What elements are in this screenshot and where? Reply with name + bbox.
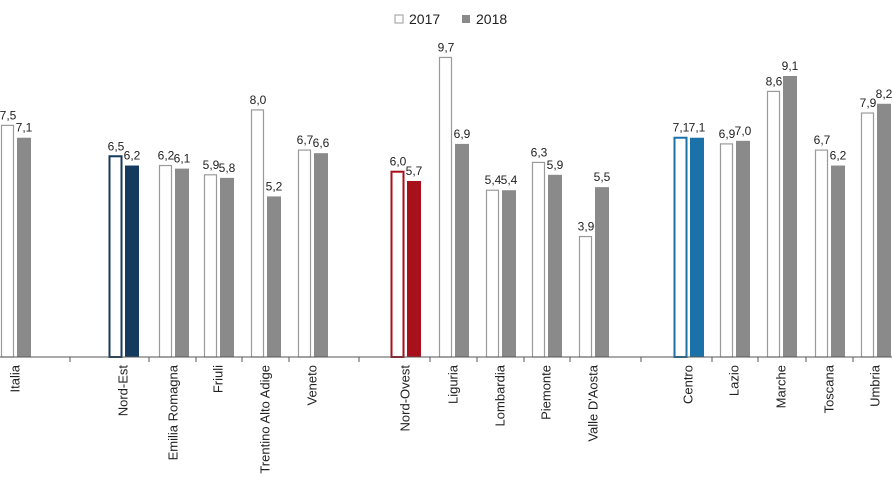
bar-2017-2	[158, 164, 173, 358]
bar-2018-10	[595, 187, 609, 357]
bar-2018-15	[877, 103, 891, 357]
value-label-2017-8: 5,4	[485, 173, 502, 187]
category-label-9: Piemonte	[539, 365, 554, 420]
bar-2018-14	[831, 165, 845, 357]
value-label-2018-15: 8,2	[876, 87, 892, 101]
category-label-2: Emilia Romagna	[166, 364, 181, 460]
category-label-12: Lazio	[727, 365, 742, 396]
value-label-2018-0: 7,1	[16, 121, 33, 135]
bar-2018-12	[736, 140, 750, 357]
bar-2018-11	[690, 137, 704, 357]
value-label-2017-6: 6,0	[390, 155, 407, 169]
value-label-2018-7: 6,9	[454, 127, 471, 141]
bar-2017-5	[297, 149, 312, 358]
bar-2018-9	[548, 174, 562, 357]
value-label-2017-1: 6,5	[108, 139, 125, 153]
category-label-7: Liguria	[446, 364, 461, 404]
value-label-2017-9: 6,3	[531, 145, 548, 159]
value-label-2018-6: 5,7	[406, 164, 423, 178]
value-label-2018-12: 7,0	[735, 124, 752, 138]
bar-2017-0	[0, 124, 15, 358]
bar-2018-6	[407, 180, 421, 357]
bar-2018-8	[502, 190, 516, 357]
legend-swatch-2018	[462, 15, 470, 23]
legend: 2017 2018	[394, 11, 507, 27]
value-label-2018-9: 5,9	[547, 158, 564, 172]
category-label-4: Trentino Alto Adige	[258, 365, 273, 474]
bar-2018-2	[175, 168, 189, 357]
bar-2017-12	[719, 143, 734, 358]
value-label-2017-5: 6,7	[297, 133, 314, 147]
value-label-2017-4: 8,0	[250, 93, 267, 107]
category-label-14: Toscana	[822, 364, 837, 413]
value-label-2017-13: 8,6	[766, 74, 783, 88]
category-label-5: Veneto	[305, 365, 320, 406]
bar-2017-1	[108, 155, 123, 358]
category-label-8: Lombardia	[493, 364, 508, 426]
category-label-3: Friuli	[211, 365, 226, 393]
bar-2017-8	[485, 189, 500, 358]
value-label-2018-14: 6,2	[830, 149, 847, 163]
value-label-2017-14: 6,7	[814, 133, 831, 147]
value-label-2017-10: 3,9	[578, 220, 595, 234]
bar-2017-7	[438, 56, 453, 358]
value-label-2018-11: 7,1	[689, 121, 706, 135]
bar-2017-10	[578, 235, 593, 358]
bar-2018-4	[267, 196, 281, 357]
bar-2018-5	[314, 153, 328, 357]
value-label-2018-10: 5,5	[594, 170, 611, 184]
category-label-15: Umbria	[868, 364, 883, 407]
value-label-2018-13: 9,1	[782, 59, 799, 73]
bar-2017-13	[766, 90, 781, 358]
value-label-2018-3: 5,8	[219, 161, 236, 175]
bar-2018-1	[125, 165, 139, 357]
value-label-2018-5: 6,6	[313, 136, 330, 150]
value-label-2018-1: 6,2	[124, 149, 141, 163]
bar-2018-13	[783, 75, 797, 358]
value-label-2018-8: 5,4	[501, 173, 518, 187]
category-label-1: Nord-Est	[116, 365, 131, 417]
bar-2017-6	[390, 170, 405, 358]
legend-swatch-2017	[394, 14, 404, 24]
legend-label-2017: 2017	[409, 11, 440, 27]
value-label-2017-7: 9,7	[438, 40, 455, 54]
category-label-13: Marche	[774, 365, 789, 408]
value-label-2017-11: 7,1	[673, 121, 690, 135]
category-label-0: Italia	[8, 364, 23, 392]
value-label-2017-12: 6,9	[719, 127, 736, 141]
legend-label-2018: 2018	[476, 11, 507, 27]
category-label-11: Centro	[681, 365, 696, 404]
bar-2018-0	[17, 137, 31, 357]
value-label-2018-4: 5,2	[266, 179, 283, 193]
value-label-2017-0: 7,5	[0, 108, 17, 122]
bar-2017-9	[531, 161, 546, 358]
bar-2017-4	[250, 109, 265, 358]
value-label-2018-2: 6,1	[174, 152, 191, 166]
category-label-10: Valle D'Aosta	[586, 364, 601, 441]
value-label-2017-15: 7,9	[860, 96, 877, 110]
bar-2017-15	[860, 112, 875, 358]
bar-2018-7	[455, 143, 469, 357]
bar-2017-11	[673, 136, 688, 358]
bar-2018-3	[220, 177, 234, 357]
bar-2017-3	[203, 174, 218, 358]
value-label-2017-3: 5,9	[203, 158, 220, 172]
value-label-2017-2: 6,2	[158, 149, 175, 163]
category-label-6: Nord-Ovest	[398, 365, 413, 432]
bar-2017-14	[814, 149, 829, 358]
